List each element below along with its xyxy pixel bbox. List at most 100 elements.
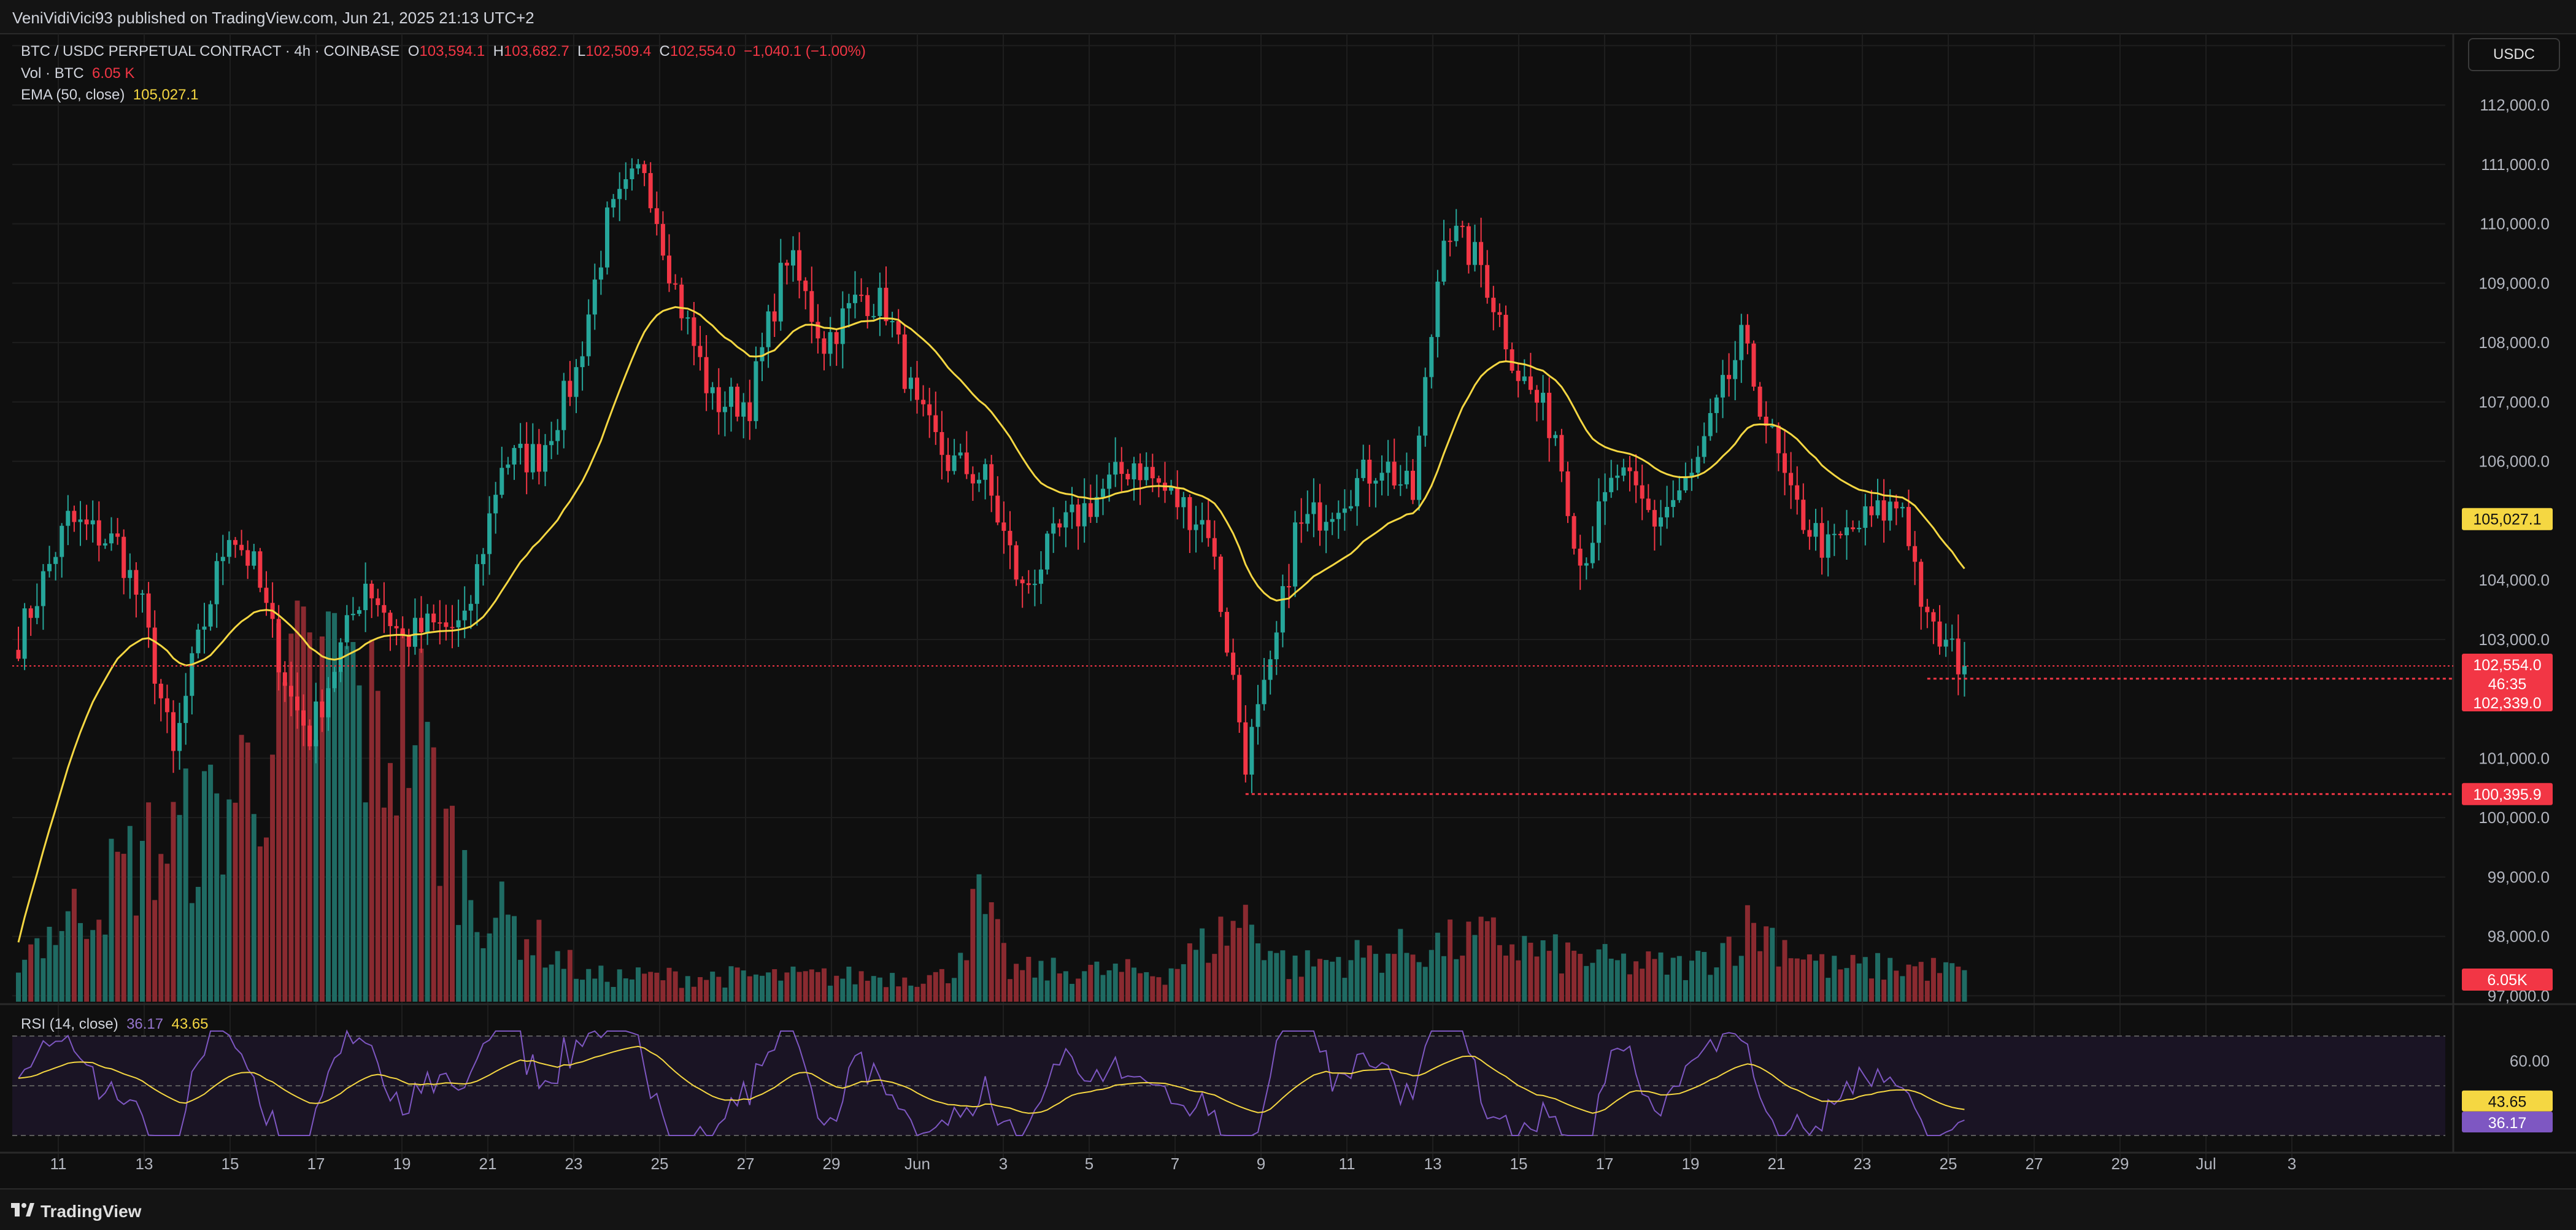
volume-bar — [1738, 956, 1744, 1002]
volume-bar — [549, 964, 554, 1002]
candle-body — [518, 444, 523, 448]
volume-bar — [381, 807, 387, 1002]
y-tick-label: 100,000.0 — [2478, 808, 2550, 827]
price-chart[interactable]: 113,000.0112,000.0111,000.0110,000.0109,… — [0, 34, 2576, 1188]
volume-badge-text: 6.05K — [2487, 972, 2528, 989]
candle-body — [338, 642, 343, 672]
volume-bar — [1937, 973, 1942, 1002]
candle-body — [1571, 516, 1576, 549]
volume-bar — [1138, 973, 1143, 1002]
volume-legend[interactable]: Vol · BTC 6.05 K — [21, 65, 134, 82]
currency-button[interactable]: USDC — [2468, 38, 2560, 71]
candle-body — [1014, 545, 1019, 580]
volume-bar — [524, 939, 530, 1002]
volume-bar — [295, 600, 300, 1002]
volume-bar — [766, 972, 771, 1002]
candle-body — [939, 431, 944, 455]
candle-body — [1913, 546, 1918, 562]
ema-value: 105,027.1 — [133, 87, 199, 103]
volume-bar — [437, 886, 442, 1002]
volume-bar — [288, 633, 294, 1002]
candle-body — [1032, 584, 1037, 586]
volume-bar — [1379, 972, 1384, 1002]
candle-body — [493, 495, 498, 514]
candle-body — [1262, 679, 1267, 705]
candle-body — [369, 584, 374, 598]
candle-body — [1187, 497, 1192, 530]
candle-body — [1801, 500, 1806, 530]
x-tick-label: 7 — [1171, 1155, 1179, 1173]
volume-bar — [1962, 970, 1967, 1002]
volume-bar — [1776, 966, 1781, 1002]
rsi-badge-bg — [2462, 1112, 2553, 1133]
volume-bar — [468, 900, 474, 1002]
candle-body — [1324, 522, 1328, 531]
candle-body — [239, 544, 244, 551]
volume-bar — [480, 948, 486, 1002]
candle-body — [1646, 498, 1651, 510]
candle-body — [245, 550, 250, 566]
symbol-legend[interactable]: BTC / USDC PERPETUAL CONTRACT · 4h · COI… — [21, 43, 866, 60]
candle-body — [1559, 435, 1564, 472]
volume-bar — [611, 987, 616, 1002]
volume-bar — [332, 613, 337, 1002]
volume-bar — [1070, 983, 1074, 1002]
volume-bar — [1076, 978, 1081, 1002]
volume-bar — [158, 854, 164, 1002]
candle-body — [1237, 675, 1242, 722]
swing-low-badge-text: 100,395.9 — [2473, 786, 2541, 803]
volume-bar — [1826, 978, 1831, 1002]
candle-body — [1039, 569, 1043, 584]
x-tick-label: Jul — [2196, 1155, 2216, 1173]
candle-body — [1367, 459, 1372, 484]
candle-body — [60, 525, 64, 557]
candle-body — [995, 495, 1000, 523]
volume-bar — [47, 926, 52, 1002]
candle-body — [766, 311, 771, 347]
volume-bar — [995, 919, 1000, 1002]
candle-body — [425, 613, 430, 632]
volume-bar — [34, 938, 40, 1002]
candle-body — [444, 622, 449, 627]
volume-bar — [319, 636, 325, 1002]
candle-body — [741, 402, 746, 417]
candle-body — [1733, 360, 1738, 379]
volume-bar — [1794, 958, 1800, 1002]
candle-body — [1280, 586, 1285, 633]
volume-bar — [970, 889, 976, 1002]
volume-bar — [1745, 905, 1750, 1002]
candle-body — [1659, 517, 1663, 527]
volume-bar — [40, 958, 46, 1002]
volume-bar — [425, 722, 430, 1002]
y-tick-label: 110,000.0 — [2480, 215, 2550, 233]
volume-bar — [264, 837, 269, 1002]
candle-body — [481, 554, 485, 565]
volume-bar — [375, 690, 380, 1002]
volume-bar — [65, 911, 71, 1002]
volume-bar — [908, 985, 914, 1002]
volume-bar — [1621, 953, 1626, 1002]
candle-body — [226, 540, 231, 557]
rsi-legend[interactable]: RSI (14, close) 36.17 43.65 — [21, 1016, 209, 1033]
last-price-badge-text: 46:35 — [2488, 676, 2527, 693]
volume-bar — [164, 864, 170, 1002]
volume-bar — [1578, 954, 1583, 1002]
candle-body — [1584, 563, 1589, 566]
ema-legend[interactable]: EMA (50, close) 105,027.1 — [21, 87, 199, 104]
candle-body — [642, 164, 647, 173]
candle-body — [1727, 374, 1732, 379]
volume-bar — [1720, 943, 1726, 1002]
volume-bar — [580, 980, 585, 1002]
volume-bar — [1949, 963, 1955, 1002]
candle-body — [1671, 500, 1676, 507]
volume-bar — [22, 959, 28, 1002]
volume-bar — [542, 967, 548, 1002]
volume-bar — [592, 978, 598, 1002]
candle-body — [1875, 500, 1880, 516]
volume-bar — [796, 972, 802, 1002]
volume-bar — [406, 787, 412, 1002]
candle-body — [208, 604, 213, 627]
candle-body — [90, 520, 95, 525]
volume-bar — [78, 922, 83, 1002]
candle-body — [1851, 527, 1856, 530]
